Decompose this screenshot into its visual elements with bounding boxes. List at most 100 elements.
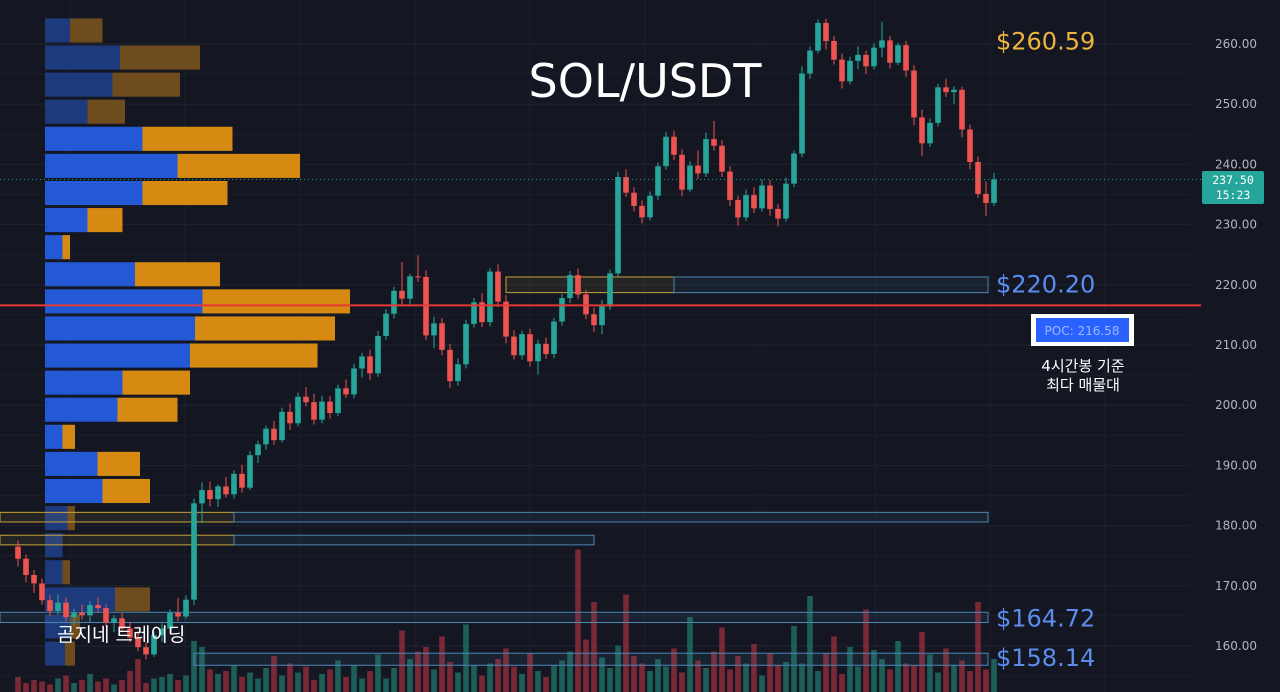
- candle-body: [471, 302, 477, 324]
- candle-body: [679, 154, 685, 190]
- candle-body: [887, 40, 893, 63]
- candle-body: [615, 177, 621, 274]
- volume-bar: [391, 668, 397, 692]
- candle-body: [39, 583, 45, 601]
- level-label: $260.59: [996, 27, 1095, 55]
- volume-bar: [895, 641, 901, 692]
- volume-bar: [479, 675, 485, 692]
- profile-sell-bar: [87, 99, 125, 124]
- candle-body: [175, 612, 181, 617]
- price-axis[interactable]: 160.00 170.00 180.00 190.00 200.00 210.00 220.…: [1215, 37, 1257, 653]
- y-tick-label: 180.00: [1215, 519, 1257, 533]
- profile-buy-bar: [45, 208, 88, 233]
- volume-bar: [375, 654, 381, 692]
- candle-body: [503, 301, 509, 337]
- volume-bar: [423, 647, 429, 692]
- volume-bar: [191, 641, 197, 692]
- volume-bar: [15, 677, 21, 692]
- candle-body: [607, 273, 613, 307]
- volume-bar: [447, 662, 453, 692]
- candle-body: [263, 428, 269, 445]
- volume-bar: [351, 665, 357, 692]
- candle-body: [871, 47, 877, 67]
- candle-body: [823, 22, 829, 41]
- zone-box: [0, 611, 989, 624]
- candle-body: [207, 490, 213, 500]
- candle-body: [839, 59, 845, 82]
- volume-bar: [943, 648, 949, 692]
- volume-bar: [527, 653, 533, 692]
- candle-body: [447, 349, 453, 382]
- volume-bar: [639, 663, 645, 692]
- level-label: $164.72: [996, 605, 1095, 633]
- volume-bar: [975, 602, 981, 692]
- volume-bar: [903, 663, 909, 692]
- candle-body: [959, 89, 965, 130]
- volume-bar: [743, 663, 749, 692]
- volume-bar: [111, 684, 117, 692]
- volume-bar: [831, 636, 837, 692]
- candle-body: [591, 314, 597, 326]
- volume-bar: [239, 677, 245, 692]
- candle-body: [359, 356, 365, 369]
- candle-body: [559, 298, 565, 322]
- candle-body: [47, 600, 53, 612]
- candle-body: [703, 139, 709, 174]
- candle-body: [71, 612, 77, 618]
- candle-body: [63, 602, 69, 618]
- volume-bar: [47, 684, 53, 692]
- candle-body: [815, 22, 821, 51]
- candle-body: [127, 628, 133, 638]
- candle-body: [111, 618, 117, 623]
- candle-body: [199, 490, 205, 504]
- candle-body: [407, 276, 413, 299]
- zone-box: [505, 276, 675, 294]
- candle-body: [863, 54, 869, 67]
- profile-buy-bar: [45, 99, 88, 124]
- candle-body: [719, 145, 725, 172]
- profile-sell-bar: [135, 262, 220, 287]
- profile-buy-bar: [45, 641, 65, 666]
- volume-bar: [383, 678, 389, 692]
- current-price-label: 237.50: [1212, 173, 1254, 187]
- candle-body: [623, 177, 629, 193]
- poc-label: POC: 216.58: [1045, 324, 1120, 338]
- y-tick-label: 250.00: [1215, 97, 1257, 111]
- profile-buy-bar: [45, 560, 63, 585]
- volume-bar: [679, 672, 685, 692]
- candle-body: [695, 165, 701, 174]
- volume-bar: [655, 659, 661, 692]
- candle-body: [575, 275, 581, 295]
- zone-box: [0, 511, 235, 523]
- candle-body: [399, 290, 405, 299]
- poc-note-line1: 4시간봉 기준: [1041, 357, 1125, 375]
- volume-bar: [751, 644, 757, 692]
- candle-body: [119, 618, 125, 629]
- volume-bar: [79, 680, 85, 692]
- y-tick-label: 240.00: [1215, 157, 1257, 171]
- profile-sell-bar: [102, 478, 150, 504]
- volume-bar: [151, 678, 157, 692]
- volume-bar: [487, 663, 493, 692]
- volume-bar: [927, 654, 933, 692]
- profile-sell-bar: [190, 343, 318, 368]
- candle-body: [895, 45, 901, 63]
- volume-bar: [455, 672, 461, 692]
- candle-body: [479, 302, 485, 323]
- candle-body: [847, 60, 853, 82]
- candle-body: [991, 179, 997, 203]
- volume-bar: [319, 674, 325, 692]
- candle-body: [903, 45, 909, 71]
- volume-bar: [471, 665, 477, 692]
- volume-bar: [791, 626, 797, 692]
- volume-bar: [127, 671, 133, 692]
- volume-bar: [807, 596, 813, 692]
- candle-body: [415, 276, 421, 278]
- volume-bar: [407, 659, 413, 692]
- current-price-tag: 237.50 15:23: [1202, 171, 1264, 204]
- volume-bar: [951, 665, 957, 692]
- volume-bar: [863, 609, 869, 692]
- volume-bar: [607, 668, 613, 692]
- candle-body: [367, 356, 373, 374]
